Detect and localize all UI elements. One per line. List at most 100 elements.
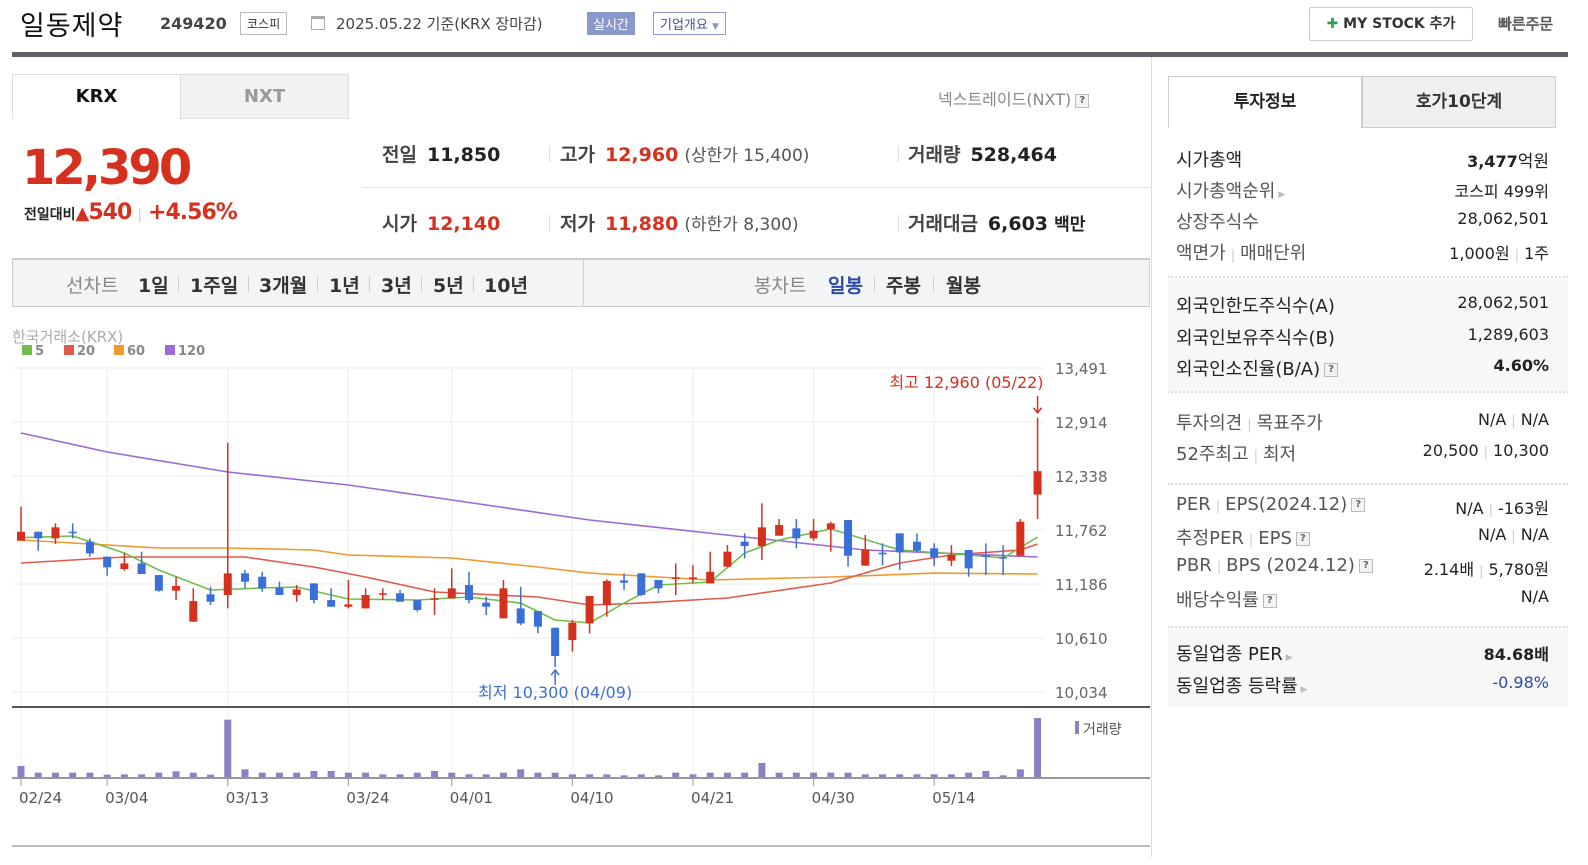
volume-bar bbox=[155, 772, 163, 777]
row-market-cap: 시가총액 3,477억원 bbox=[1176, 150, 1549, 172]
volume-bar bbox=[362, 772, 370, 777]
candle-body bbox=[17, 531, 25, 541]
help-icon[interactable]: ? bbox=[1358, 559, 1373, 573]
candle-body bbox=[809, 530, 818, 539]
stock-code: 249420 bbox=[160, 14, 227, 33]
candle bbox=[447, 568, 456, 599]
volume-legend-swatch bbox=[1075, 721, 1079, 734]
candle bbox=[620, 573, 629, 591]
candle-body bbox=[930, 548, 939, 558]
candle-body bbox=[551, 627, 560, 657]
help-icon[interactable]: ? bbox=[1262, 594, 1277, 608]
tab-investment-info[interactable]: 투자정보 bbox=[1168, 76, 1362, 128]
candle bbox=[120, 553, 129, 571]
stat-high: 고가 12,960 (상한가 15,400) bbox=[560, 144, 810, 166]
row-listed-shares: 상장주식수 28,062,501 bbox=[1176, 209, 1549, 233]
row-est-per: 추정PER | EPS? N/A | N/A bbox=[1176, 525, 1549, 549]
candle bbox=[637, 573, 646, 596]
period-1d[interactable]: 1일 bbox=[138, 275, 169, 297]
plus-icon: ✚ bbox=[1326, 16, 1339, 32]
candle bbox=[103, 556, 112, 576]
x-tick-label: 04/01 bbox=[450, 789, 493, 807]
candle-chart-label[interactable]: 봉차트 bbox=[754, 275, 807, 297]
volume-bar bbox=[810, 772, 818, 777]
candle bbox=[654, 580, 663, 594]
period-10y[interactable]: 10년 bbox=[484, 275, 528, 297]
volume-bar bbox=[448, 772, 456, 777]
candle-body bbox=[878, 552, 887, 555]
candle bbox=[740, 533, 749, 559]
period-1w[interactable]: 1주일 bbox=[190, 275, 239, 297]
row-market-cap-rank[interactable]: 시가총액순위 ▶ 코스피 499위 bbox=[1176, 181, 1549, 202]
x-tick-label: 04/10 bbox=[570, 789, 613, 807]
period-3m[interactable]: 3개월 bbox=[259, 275, 308, 297]
quick-order-link[interactable]: 빠른주문 bbox=[1498, 15, 1554, 33]
add-my-stock-button[interactable]: ✚ MY STOCK 추가 bbox=[1309, 7, 1473, 41]
nxt-label: 넥스트레이드(NXT) bbox=[938, 90, 1072, 109]
period-5y[interactable]: 5년 bbox=[433, 275, 464, 297]
help-icon[interactable]: ? bbox=[1295, 532, 1310, 546]
change-percent: +4.56% bbox=[148, 200, 238, 225]
candle bbox=[826, 521, 835, 552]
row-industry-per[interactable]: 동일업종 PER ▶ 84.68배 bbox=[1176, 644, 1549, 665]
candle-body bbox=[654, 580, 663, 589]
period-1y[interactable]: 1년 bbox=[329, 275, 360, 297]
volume-bar bbox=[69, 772, 77, 777]
stock-name: 일동제약 bbox=[20, 11, 124, 42]
candle bbox=[999, 545, 1008, 576]
help-icon[interactable]: ? bbox=[1324, 363, 1339, 377]
candle-body bbox=[413, 600, 422, 610]
candle-body bbox=[34, 531, 43, 539]
candle-monthly[interactable]: 월봉 bbox=[946, 275, 981, 297]
candle-body bbox=[844, 520, 853, 556]
candle-body bbox=[447, 588, 456, 599]
tab-nxt[interactable]: NXT bbox=[180, 74, 349, 119]
moving-average-lines bbox=[20, 432, 1039, 624]
realtime-button[interactable]: 실시간 bbox=[587, 12, 635, 35]
candle bbox=[172, 576, 181, 601]
candle-weekly[interactable]: 주봉 bbox=[886, 275, 921, 297]
price-change: 전일대비▲540 | +4.56% bbox=[24, 200, 238, 225]
candle bbox=[85, 538, 94, 557]
help-icon[interactable]: ? bbox=[1351, 498, 1366, 512]
row-foreign-ratio: 외국인소진율(B/A)? 4.60% bbox=[1176, 356, 1549, 380]
legend-label-ma120: 120 bbox=[178, 344, 205, 359]
candle-body bbox=[861, 549, 870, 566]
volume-bar bbox=[310, 771, 318, 777]
row-opinion: 투자의견 | 목표주가 N/A | N/A bbox=[1176, 410, 1549, 434]
calendar-icon bbox=[311, 16, 325, 30]
candle-body bbox=[172, 585, 181, 591]
stat-amount: 거래대금 6,603 백만 bbox=[908, 213, 1086, 235]
candle-body bbox=[137, 563, 146, 575]
line-chart-label[interactable]: 선차트 bbox=[66, 275, 119, 297]
ma-line-120 bbox=[20, 432, 1038, 558]
volume-bar bbox=[534, 772, 542, 777]
ma-line-60 bbox=[20, 539, 1038, 581]
candle-daily[interactable]: 일봉 bbox=[828, 275, 863, 297]
volume-bar bbox=[551, 772, 559, 777]
stock-chart[interactable]: 한국거래소(KRX) 5 20 60 120 거래량 13,491 12,914 12,3… bbox=[0, 0, 1150, 865]
volume-bar bbox=[741, 772, 749, 777]
candle-body bbox=[706, 571, 715, 584]
candle-body bbox=[258, 576, 267, 589]
nxt-info-link[interactable]: 넥스트레이드(NXT)? bbox=[938, 86, 1090, 110]
volume-bar bbox=[723, 772, 731, 777]
volume-bar bbox=[965, 772, 973, 777]
candle-body bbox=[533, 611, 542, 627]
volume-bar bbox=[879, 774, 886, 777]
candle-body bbox=[585, 596, 594, 624]
candle bbox=[981, 543, 990, 576]
corp-overview-dropdown[interactable]: 기업개요 ▼ bbox=[653, 12, 726, 35]
volume-bar bbox=[844, 772, 852, 777]
tab-order-book[interactable]: 호가10단계 bbox=[1362, 76, 1556, 128]
help-icon[interactable]: ? bbox=[1075, 93, 1090, 108]
arrow-down-icon bbox=[1032, 395, 1043, 414]
stat-prev-close: 전일 11,850 bbox=[382, 144, 501, 166]
period-3y[interactable]: 3년 bbox=[381, 275, 412, 297]
volume-bar bbox=[930, 774, 938, 777]
row-industry-change[interactable]: 동일업종 등락률 ▶ -0.98% bbox=[1176, 673, 1549, 697]
legend-label-ma60: 60 bbox=[127, 344, 145, 359]
candle bbox=[844, 520, 853, 567]
candle bbox=[723, 545, 732, 567]
candle-body bbox=[396, 593, 405, 602]
